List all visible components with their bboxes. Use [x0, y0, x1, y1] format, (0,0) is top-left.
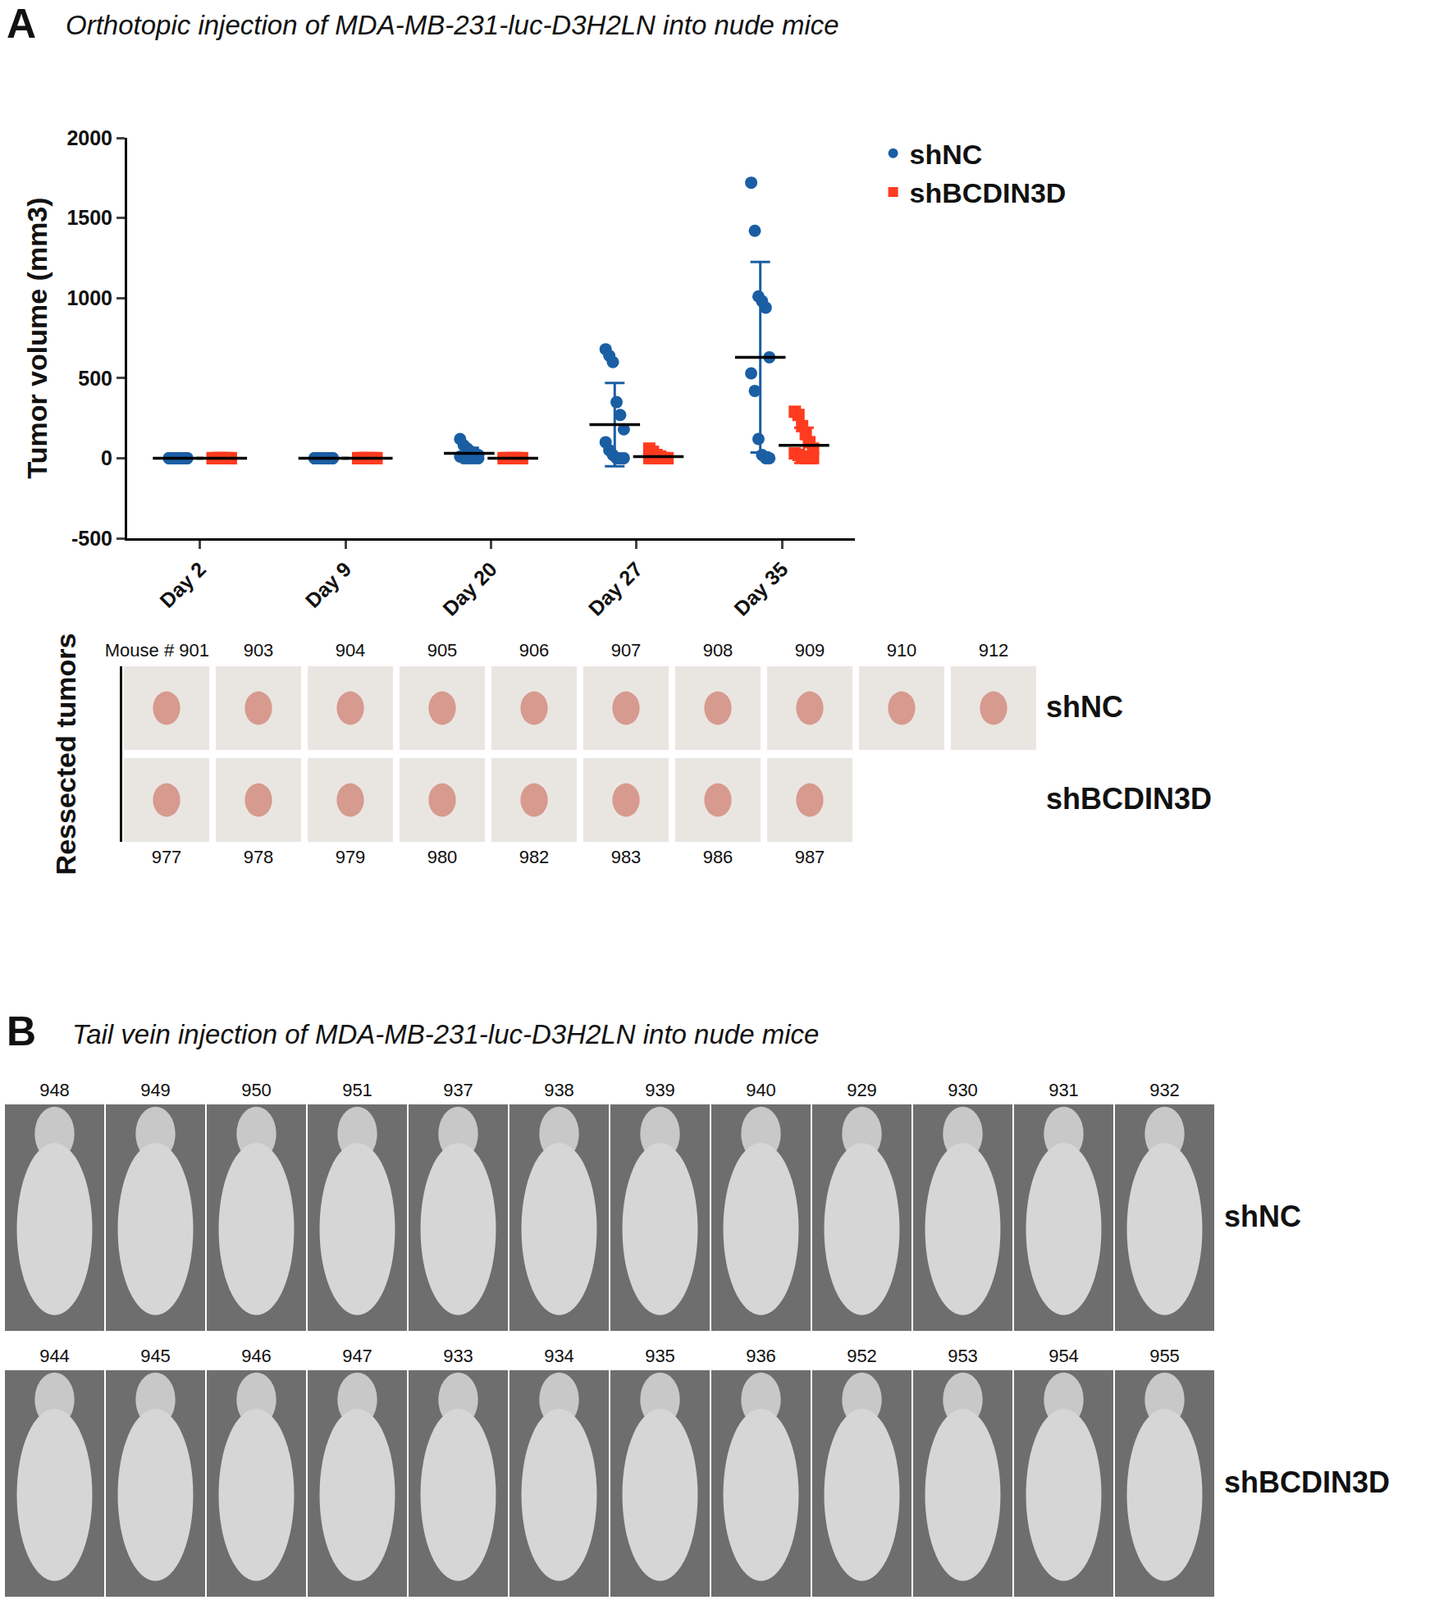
html-text:945: 945: [140, 1345, 171, 1367]
svg-text:Tumor volume (mm3): Tumor volume (mm3): [21, 196, 53, 479]
html-text:shBCDIN3D: shBCDIN3D: [1224, 1465, 1390, 1499]
html-text:949: 949: [140, 1079, 171, 1101]
html-text:944: 944: [39, 1345, 70, 1367]
svg-text:Day 9: Day 9: [300, 557, 356, 613]
svg-text:0: 0: [100, 446, 113, 470]
html-text:907: 907: [610, 639, 642, 661]
html-text:909: 909: [794, 639, 825, 661]
html-text:987: 987: [794, 846, 825, 868]
html-text:B: B: [6, 1008, 37, 1055]
html-text:Mouse # 901: Mouse # 901: [104, 639, 210, 661]
html-text:980: 980: [427, 846, 458, 868]
html-text:983: 983: [610, 846, 642, 868]
html-text:Ressected tumors: Ressected tumors: [49, 633, 81, 875]
html-text:946: 946: [241, 1345, 272, 1367]
html-text:978: 978: [243, 846, 274, 868]
html-text:952: 952: [846, 1345, 877, 1367]
html-text:954: 954: [1048, 1345, 1079, 1367]
html-text:938: 938: [544, 1079, 575, 1101]
html-text:977: 977: [151, 846, 182, 868]
html-text:shBCDIN3D: shBCDIN3D: [1046, 781, 1212, 816]
svg-text:shNC: shNC: [909, 138, 983, 170]
html-text:940: 940: [745, 1079, 777, 1101]
html-text:910: 910: [886, 639, 917, 661]
html-text:Tail vein injection of MDA-MB-: Tail vein injection of MDA-MB-231-luc-D3…: [72, 1018, 820, 1050]
html-text:939: 939: [644, 1079, 676, 1101]
html-text:A: A: [6, 0, 37, 47]
svg-text:Day 35: Day 35: [729, 557, 793, 621]
html-text:986: 986: [702, 846, 733, 868]
html-text:933: 933: [443, 1345, 474, 1367]
svg-text:1000: 1000: [66, 286, 113, 310]
html-text:951: 951: [342, 1079, 373, 1101]
html-text:929: 929: [846, 1079, 877, 1101]
html-text:936: 936: [745, 1345, 777, 1367]
svg-text:Day 27: Day 27: [583, 557, 647, 621]
html-text:950: 950: [241, 1079, 272, 1101]
html-text:953: 953: [947, 1345, 978, 1367]
html-text:935: 935: [644, 1345, 676, 1367]
html-text:908: 908: [702, 639, 733, 661]
html-text:906: 906: [519, 639, 550, 661]
svg-text:Day 2: Day 2: [155, 557, 211, 613]
html-text:905: 905: [427, 639, 458, 661]
html-text:shNC: shNC: [1046, 689, 1124, 724]
html-text:947: 947: [342, 1345, 373, 1367]
html-text:934: 934: [544, 1345, 575, 1367]
html-text:937: 937: [443, 1079, 474, 1101]
svg-text:1500: 1500: [66, 205, 113, 229]
html-text:982: 982: [519, 846, 550, 868]
svg-text:Day 20: Day 20: [438, 557, 502, 621]
svg-text:2000: 2000: [66, 126, 113, 150]
html-text:955: 955: [1149, 1345, 1180, 1367]
svg-text:shBCDIN3D: shBCDIN3D: [909, 177, 1067, 209]
html-text:948: 948: [39, 1079, 70, 1101]
html-text:903: 903: [243, 639, 274, 661]
html-text:shNC: shNC: [1224, 1199, 1302, 1234]
html-text:979: 979: [335, 846, 366, 868]
html-text:932: 932: [1149, 1079, 1180, 1101]
html-text:930: 930: [947, 1079, 978, 1101]
svg-text:-500: -500: [71, 526, 113, 550]
svg-text:500: 500: [77, 366, 113, 390]
html-text:931: 931: [1048, 1079, 1079, 1101]
html-text:904: 904: [335, 639, 366, 661]
html-text:Orthotopic injection of MDA-MB: Orthotopic injection of MDA-MB-231-luc-D…: [65, 9, 840, 41]
html-text:912: 912: [978, 639, 1009, 661]
